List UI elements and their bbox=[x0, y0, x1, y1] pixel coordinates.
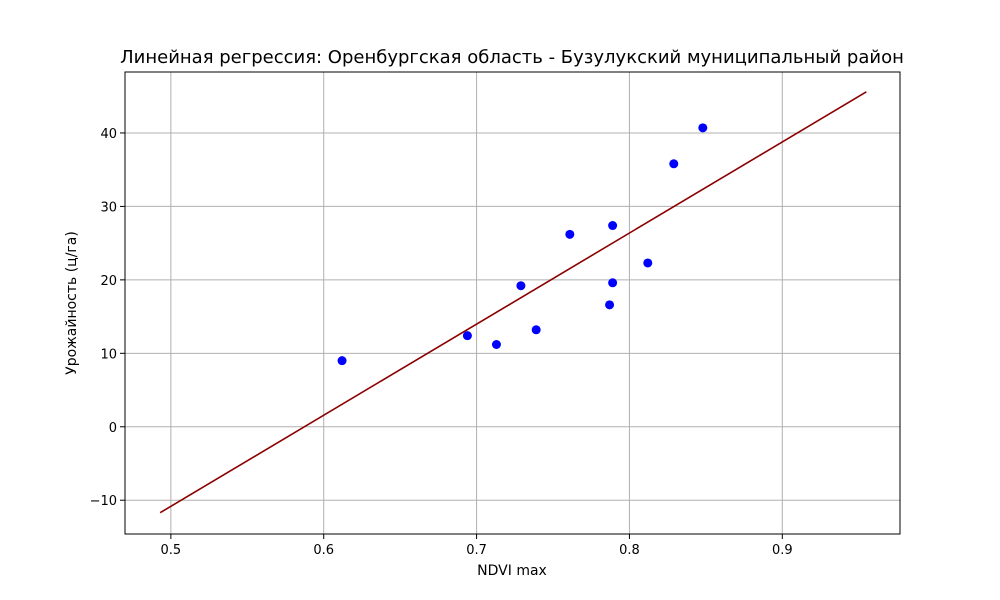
x-tick-label: 0.8 bbox=[619, 543, 640, 558]
y-tick-label: 40 bbox=[100, 127, 117, 142]
chart-title: Линейная регрессия: Оренбургская область… bbox=[120, 47, 904, 68]
data-points-layer bbox=[337, 123, 708, 366]
y-tick-label: 10 bbox=[100, 347, 117, 362]
data-point bbox=[669, 159, 679, 169]
y-tick-label: 20 bbox=[100, 274, 117, 289]
data-point bbox=[643, 258, 653, 268]
regression-line-layer bbox=[159, 91, 867, 514]
data-point bbox=[605, 300, 615, 310]
x-tick-label: 0.6 bbox=[313, 543, 334, 558]
data-point bbox=[491, 339, 501, 349]
data-point bbox=[516, 281, 526, 291]
data-point bbox=[462, 331, 472, 341]
data-point bbox=[337, 356, 347, 366]
y-tick-label: 30 bbox=[100, 200, 117, 215]
x-axis-ticks: 0.5 0.6 0.7 0.8 0.9 bbox=[161, 534, 793, 558]
x-tick-label: 0.5 bbox=[161, 543, 182, 558]
x-tick-label: 0.9 bbox=[772, 543, 793, 558]
data-point bbox=[531, 325, 541, 335]
y-tick-label: 0 bbox=[109, 421, 117, 436]
data-point bbox=[608, 221, 618, 231]
y-axis-label: Урожайность (ц/га) bbox=[64, 231, 80, 375]
grid bbox=[125, 72, 900, 534]
regression-line bbox=[159, 91, 867, 514]
data-point bbox=[565, 229, 575, 239]
y-tick-label: −10 bbox=[90, 494, 117, 509]
x-tick-label: 0.7 bbox=[466, 543, 487, 558]
y-axis-ticks: −10 0 10 20 30 40 bbox=[90, 127, 125, 509]
x-axis-label: NDVI max bbox=[477, 563, 547, 579]
data-point bbox=[608, 278, 618, 288]
plot-frame bbox=[124, 71, 901, 535]
data-point bbox=[698, 123, 708, 133]
